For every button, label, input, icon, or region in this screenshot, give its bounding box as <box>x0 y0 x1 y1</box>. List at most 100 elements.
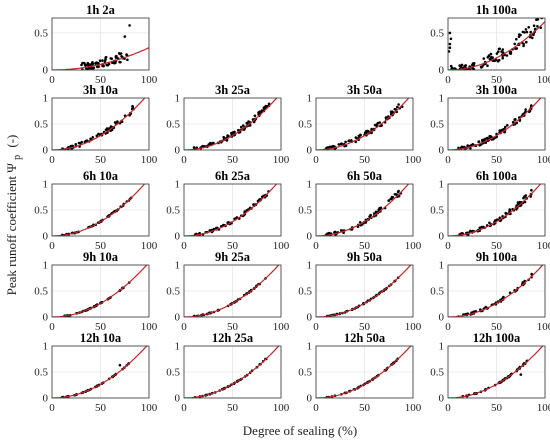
y-tick-label: 0 <box>43 145 49 157</box>
data-point <box>501 48 505 51</box>
fit-curve <box>448 21 545 70</box>
x-tick-label: 0 <box>49 321 55 333</box>
x-tick-label: 0 <box>313 154 319 166</box>
y-tick-label: 1 <box>43 341 49 353</box>
y-tick-label: 0.5 <box>430 286 444 298</box>
x-tick-label: 100 <box>273 154 290 166</box>
data-point <box>482 57 486 60</box>
data-point <box>83 61 86 65</box>
data-point <box>518 33 521 36</box>
y-tick-label: 0.5 <box>298 367 312 379</box>
data-point <box>529 30 532 34</box>
data-point <box>379 206 383 210</box>
x-tick-label: 0 <box>445 74 451 86</box>
x-tick-label: 0 <box>313 402 319 414</box>
data-point <box>77 141 81 145</box>
panel-12h-50a: 0 0.5 1 0 50 100 12h 50a <box>298 331 422 414</box>
data-point <box>514 47 517 50</box>
plot-area <box>448 98 542 150</box>
x-tick-label: 100 <box>537 240 550 252</box>
y-tick-label: 1 <box>307 260 313 272</box>
panel-frame <box>51 264 150 318</box>
data-point <box>347 139 351 142</box>
data-point <box>523 31 526 34</box>
panel-frame <box>447 183 546 237</box>
plot-area <box>184 98 278 150</box>
y-tick-label: 0 <box>439 231 445 243</box>
y-tick-label: 0 <box>43 231 49 243</box>
data-point <box>448 50 451 53</box>
x-tick-label: 100 <box>405 154 422 166</box>
data-point <box>449 37 453 41</box>
y-tick-label: 0.5 <box>430 205 444 217</box>
panel-title: 9h 25a <box>215 250 251 264</box>
panel-frame <box>51 183 150 237</box>
panel-title: 3h 100a <box>476 83 518 97</box>
x-tick-label: 100 <box>537 74 550 86</box>
y-tick-label: 0.5 <box>34 205 48 217</box>
data-point <box>94 62 97 65</box>
y-tick-label: 0.5 <box>430 27 444 39</box>
x-tick-label: 0 <box>313 321 319 333</box>
panel-title: 12h 10a <box>80 331 122 345</box>
data-point <box>253 114 257 118</box>
x-tick-label: 50 <box>95 240 107 252</box>
data-point <box>396 105 399 109</box>
x-tick-label: 0 <box>181 321 187 333</box>
data-point <box>458 64 462 67</box>
data-point <box>233 130 236 134</box>
y-axis-label-main: Peak runoff coefficient Ψ <box>4 163 19 296</box>
y-tick-label: 0 <box>439 393 445 405</box>
y-tick-label: 0.5 <box>34 27 48 39</box>
data-point <box>344 140 347 144</box>
y-tick-label: 1 <box>175 341 181 353</box>
y-tick-label: 0.5 <box>166 286 180 298</box>
panel-9h-10a: 0 0.5 1 0 50 100 9h 10a <box>34 250 158 333</box>
panel-title: 12h 50a <box>344 331 386 345</box>
data-point <box>258 110 262 113</box>
data-point <box>354 140 358 144</box>
data-point <box>518 119 522 122</box>
panel-title: 9h 50a <box>347 250 383 264</box>
y-tick-label: 0.5 <box>430 119 444 131</box>
x-tick-label: 0 <box>445 240 451 252</box>
x-tick-label: 0 <box>181 402 187 414</box>
y-tick-label: 0.5 <box>298 119 312 131</box>
x-tick-label: 100 <box>405 321 422 333</box>
data-point <box>389 197 393 201</box>
x-tick-label: 50 <box>491 240 503 252</box>
panel-title: 6h 25a <box>215 169 251 183</box>
x-tick-label: 0 <box>445 402 451 414</box>
data-point <box>477 140 481 143</box>
data-point <box>489 52 493 56</box>
data-point <box>240 125 243 129</box>
panel-3h-100a: 0 0.5 1 0 50 100 3h 100a <box>430 83 550 166</box>
fit-curve <box>316 265 412 317</box>
y-tick-label: 0 <box>307 145 313 157</box>
data-point <box>525 30 529 34</box>
panel-12h-25a: 0 0.5 1 0 50 100 12h 25a <box>166 331 290 414</box>
x-tick-label: 0 <box>181 240 187 252</box>
y-tick-label: 1 <box>43 179 49 191</box>
data-point <box>519 373 523 376</box>
data-point <box>387 199 391 202</box>
y-tick-label: 0 <box>439 145 445 157</box>
data-point <box>201 144 204 148</box>
data-point <box>497 47 501 51</box>
x-tick-label: 50 <box>227 402 239 414</box>
panel-frame <box>51 97 150 151</box>
data-point <box>118 363 122 367</box>
panel-title: 9h 10a <box>83 250 119 264</box>
y-tick-label: 0 <box>43 65 49 77</box>
data-point <box>523 195 526 198</box>
data-point <box>397 103 400 106</box>
data-point <box>397 189 400 193</box>
data-point <box>375 123 379 126</box>
panel-12h-10a: 0 0.5 1 0 50 100 12h 10a <box>34 331 158 414</box>
data-point <box>448 42 452 46</box>
data-point <box>535 18 538 22</box>
panel-9h-25a: 0 0.5 1 0 50 100 9h 25a <box>166 250 290 333</box>
fit-curve <box>52 346 148 398</box>
x-tick-label: 50 <box>227 154 239 166</box>
panel-title: 6h 100a <box>476 169 518 183</box>
